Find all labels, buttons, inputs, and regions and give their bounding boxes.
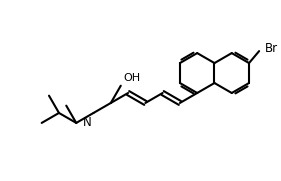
- Text: N: N: [83, 116, 92, 129]
- Text: OH: OH: [124, 73, 141, 83]
- Text: Br: Br: [265, 42, 278, 55]
